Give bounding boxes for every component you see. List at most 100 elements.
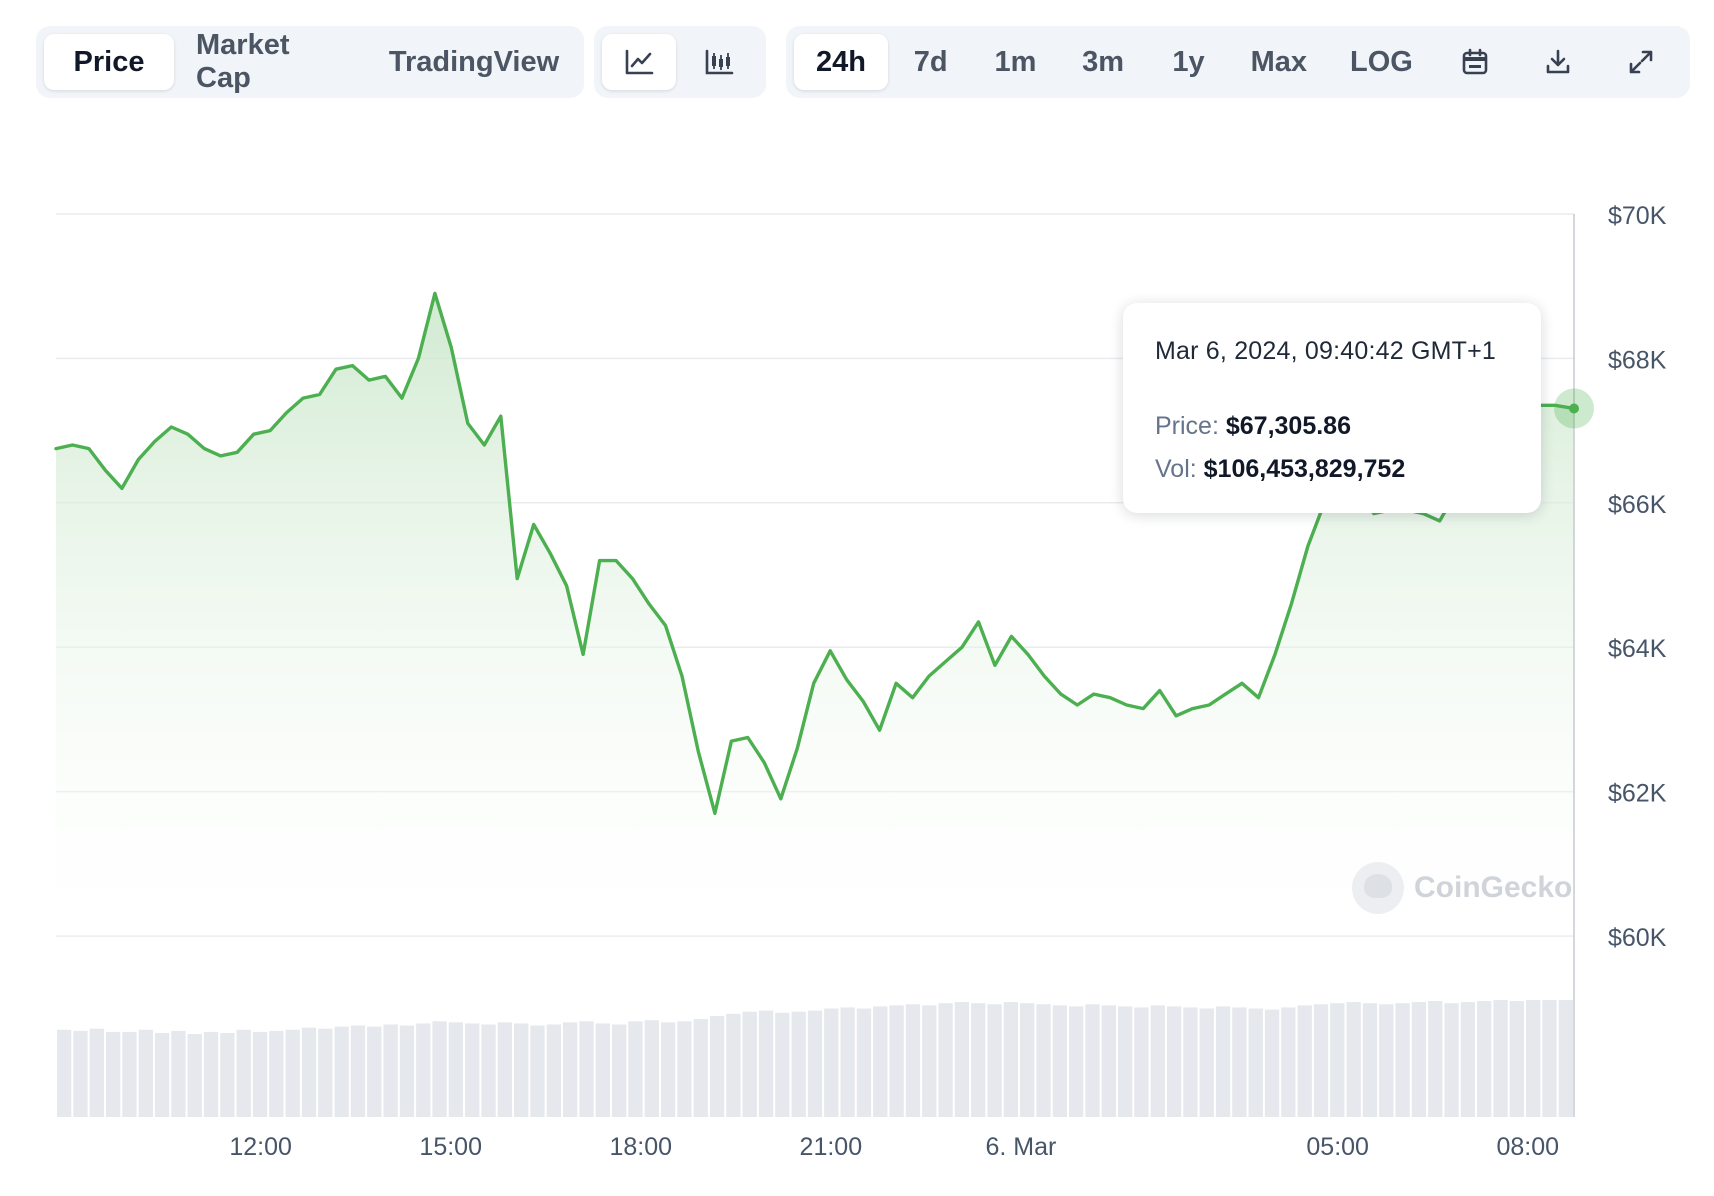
volume-bar [1477, 1001, 1492, 1117]
range-max[interactable]: Max [1250, 45, 1308, 78]
range-7d[interactable]: 7d [913, 45, 948, 78]
volume-bar [399, 1025, 415, 1117]
volume-bar [154, 1032, 170, 1117]
range-1y[interactable]: 1y [1172, 45, 1205, 78]
volume-bar [1183, 1007, 1198, 1117]
volume-bar [481, 1024, 496, 1117]
x-tick-label: 18:00 [609, 1133, 672, 1161]
volume-bar [579, 1021, 594, 1117]
volume-bar [497, 1022, 513, 1117]
volume-bar [367, 1026, 382, 1117]
volume-bar [252, 1031, 268, 1117]
volume-bar [758, 1010, 774, 1117]
volume-bar [138, 1029, 153, 1117]
range-24h[interactable]: 24h [794, 34, 888, 90]
volume-bar [1101, 1005, 1116, 1117]
volume-bar [187, 1034, 202, 1117]
volume-bar [693, 1019, 708, 1117]
volume-bar [611, 1024, 627, 1117]
volume-bar [1542, 1000, 1557, 1117]
tab-market-cap[interactable]: Market Cap [196, 29, 290, 94]
volume-bar [1428, 1001, 1443, 1117]
coingecko-logo-icon [1352, 862, 1404, 914]
volume-bar [105, 1031, 121, 1117]
volume-bar [1558, 1000, 1573, 1117]
volume-bar [742, 1011, 757, 1117]
hover-point [1569, 403, 1579, 414]
volume-bar [1085, 1004, 1100, 1117]
volume-bar [938, 1003, 953, 1117]
range-group: 24h 7d 1m 3m 1y Max LOG [786, 26, 1690, 98]
download-button[interactable] [1516, 34, 1599, 90]
volume-bar [563, 1022, 578, 1117]
tab-price[interactable]: Price [44, 34, 174, 90]
tooltip-date: Mar 6, 2024, 09:40:42 GMT+1 [1155, 337, 1497, 365]
volume-bar [709, 1015, 725, 1117]
volume-bar [448, 1022, 464, 1117]
price-area-fill [56, 293, 1574, 936]
volume-bar [791, 1011, 806, 1117]
view-tab-group: Price Market Cap TradingView [36, 26, 584, 98]
volume-bar [73, 1030, 88, 1117]
y-tick-label: $64K [1608, 635, 1667, 663]
tooltip-price-label: Price: [1155, 412, 1219, 440]
volume-bar [628, 1021, 643, 1117]
y-tick-label: $60K [1608, 924, 1667, 952]
volume-bar [954, 1002, 970, 1117]
tooltip-price-row: Price: $67,305.86 [1155, 412, 1509, 441]
tooltip-volume-label: Vol: [1155, 455, 1197, 483]
fullscreen-icon [1629, 50, 1652, 74]
volume-bar [432, 1021, 447, 1117]
volume-bar [530, 1025, 545, 1117]
y-tick-label: $62K [1608, 780, 1667, 808]
volume-bar [644, 1020, 659, 1117]
volume-bar [775, 1012, 790, 1117]
x-tick-label: 12:00 [229, 1133, 292, 1161]
volume-bar [660, 1022, 676, 1117]
price-tooltip: Mar 6, 2024, 09:40:42 GMT+1 Price: $67,3… [1123, 303, 1541, 513]
volume-bar [236, 1029, 251, 1117]
volume-bar [840, 1007, 855, 1117]
range-1m[interactable]: 1m [994, 45, 1037, 78]
tab-tradingview[interactable]: TradingView [388, 45, 560, 78]
volume-bar [1313, 1004, 1329, 1117]
volume-bar [987, 1004, 1002, 1117]
volume-bar [269, 1030, 284, 1117]
volume-bar [824, 1008, 839, 1117]
volume-bar [171, 1030, 186, 1117]
line-chart-button[interactable] [602, 34, 676, 90]
volume-bar [1297, 1005, 1312, 1117]
volume-bar [726, 1013, 741, 1117]
date-picker-button[interactable] [1433, 34, 1516, 90]
watermark-text: CoinGecko [1414, 871, 1573, 904]
volume-bar [203, 1031, 219, 1117]
volume-bar [905, 1004, 921, 1117]
volume-bar [807, 1010, 823, 1117]
y-axis-labels: $70K $68K $66K $64K $62K $60K [1608, 202, 1667, 952]
x-tick-label: 6. Mar [985, 1133, 1056, 1161]
volume-bar [57, 1029, 72, 1117]
candlestick-button[interactable] [682, 34, 756, 90]
volume-bar [1052, 1005, 1067, 1117]
volume-bars [57, 1000, 1573, 1117]
volume-bar [1281, 1007, 1296, 1117]
fullscreen-button[interactable] [1599, 34, 1682, 90]
volume-bar [922, 1005, 937, 1117]
volume-bar [1150, 1005, 1165, 1117]
price-line [54, 291, 1576, 815]
volume-bar [873, 1006, 888, 1117]
volume-bar [889, 1005, 904, 1117]
volume-bar [1493, 1000, 1508, 1117]
volume-bar [595, 1023, 610, 1117]
volume-bar [1232, 1007, 1247, 1117]
volume-bar [1395, 1003, 1410, 1117]
volume-bar [1411, 1002, 1427, 1117]
volume-bar [89, 1028, 104, 1117]
volume-bar [1330, 1003, 1345, 1117]
range-3m[interactable]: 3m [1082, 45, 1125, 78]
volume-bar [1134, 1007, 1149, 1117]
volume-bar [1199, 1008, 1214, 1117]
range-log[interactable]: LOG [1350, 45, 1413, 78]
volume-bar [301, 1027, 317, 1117]
